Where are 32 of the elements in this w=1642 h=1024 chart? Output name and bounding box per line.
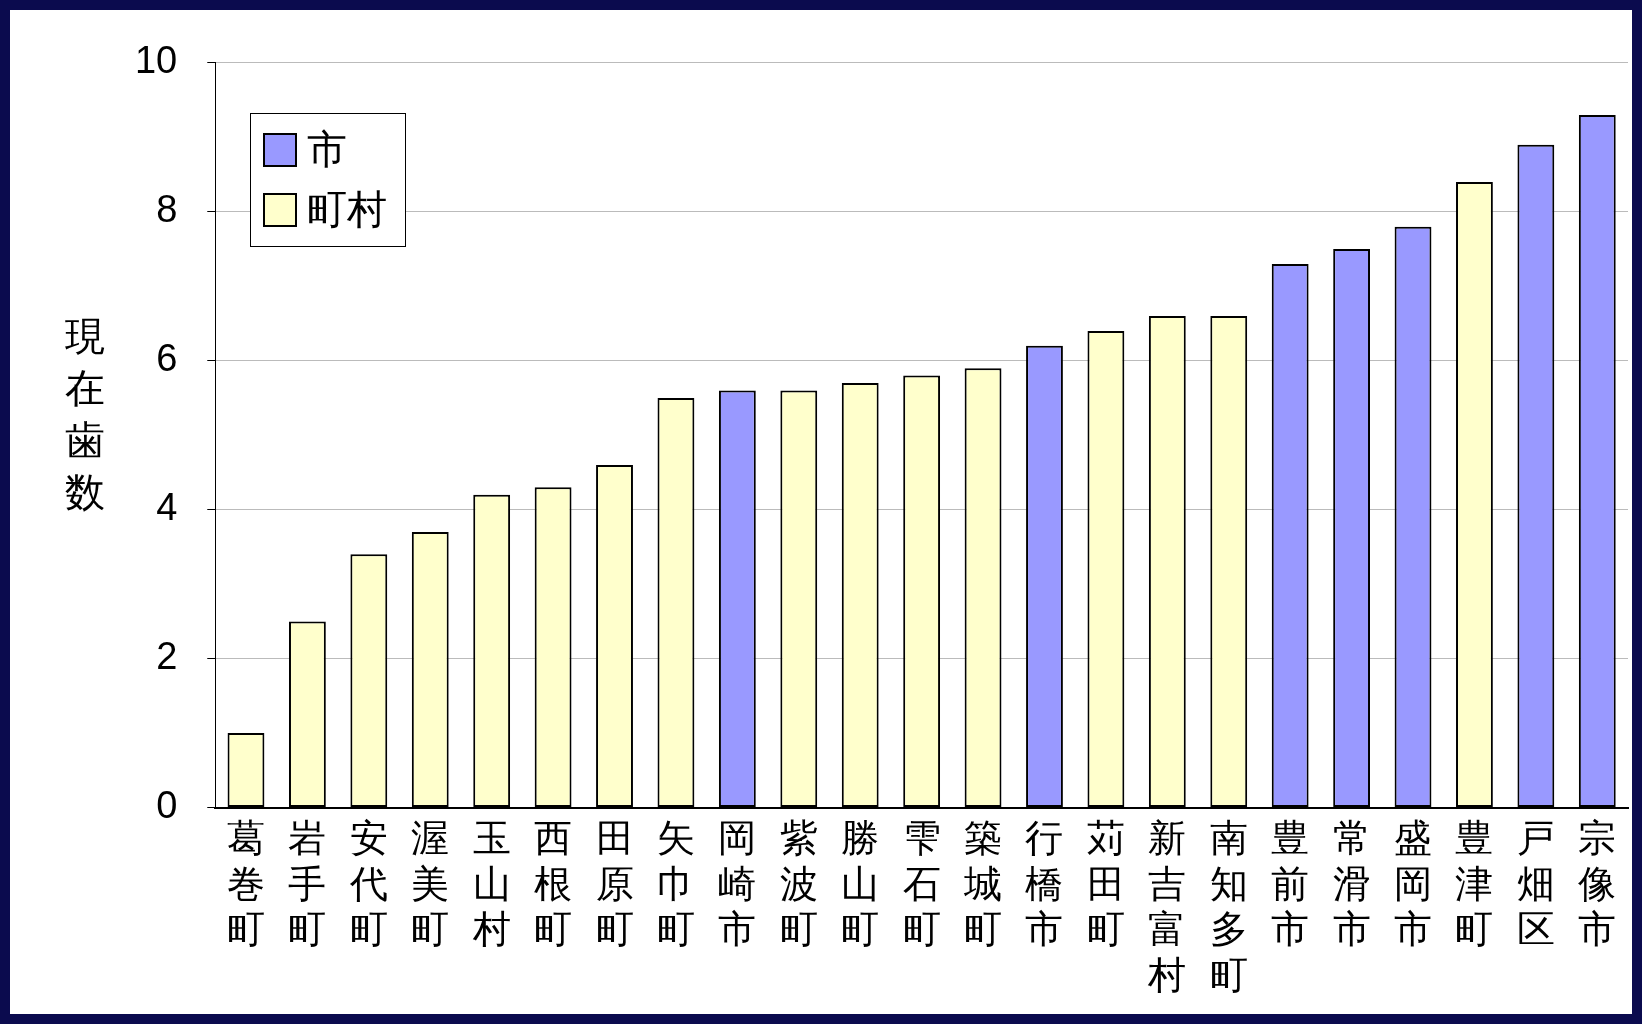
x-tick-label: 西根町 xyxy=(534,816,573,952)
y-tick-label: 0 xyxy=(156,784,178,827)
y-tick-label: 2 xyxy=(156,635,178,678)
x-tick-label: 安代町 xyxy=(348,816,388,952)
x-tick-label: 常滑市 xyxy=(1332,816,1371,952)
y-tick-label: 10 xyxy=(134,39,178,82)
x-tick-label: 玉山村 xyxy=(471,816,511,952)
x-tick-label: 雫石町 xyxy=(902,816,941,952)
y-tick-label: 8 xyxy=(156,188,178,231)
x-tick-label: 豊前市 xyxy=(1271,816,1310,952)
x-tick-label: 苅田町 xyxy=(1086,816,1125,952)
x-tick-label: 戸畑区 xyxy=(1516,816,1555,952)
y-axis-title: 現在歯数 xyxy=(64,312,106,517)
x-tick-label: 勝山町 xyxy=(841,816,880,952)
legend-label: 町村 xyxy=(307,185,388,235)
y-tick-label: 6 xyxy=(156,337,178,380)
x-tick-label: 宗像市 xyxy=(1578,816,1617,952)
x-tick-label: 築城町 xyxy=(963,816,1003,952)
legend-label: 市 xyxy=(307,125,348,175)
x-tick-label: 紫波町 xyxy=(779,816,818,952)
x-tick-label: 田原町 xyxy=(595,816,634,952)
x-tick-label: 渥美町 xyxy=(411,816,450,952)
x-tick-label: 新吉富村 xyxy=(1147,816,1187,998)
x-tick-label: 葛巻町 xyxy=(226,816,265,952)
x-tick-label: 岩手町 xyxy=(288,816,327,952)
x-tick-label: 南知多町 xyxy=(1209,816,1248,998)
x-tick-label: 行橋市 xyxy=(1025,816,1064,952)
x-tick-label: 岡崎市 xyxy=(718,816,757,952)
x-tick-label: 盛岡市 xyxy=(1394,816,1433,952)
x-tick-label: 豊津町 xyxy=(1455,816,1494,952)
y-tick-label: 4 xyxy=(156,486,178,529)
x-tick-label: 矢巾町 xyxy=(656,816,695,952)
